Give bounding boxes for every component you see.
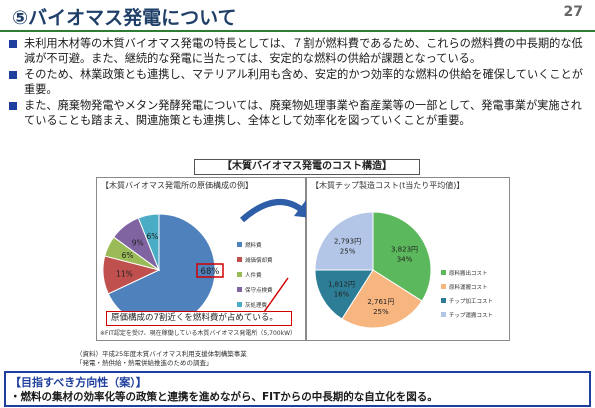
bullet-square-icon [9, 40, 17, 48]
pie-left-title: 【木質バイオマス発電所の原価構成の例】 [101, 181, 253, 190]
pie-slice [137, 213, 160, 271]
pie-slice [314, 211, 374, 271]
pie-left-chart: 68% 燃料費 11% 減価償却費 6% 人件費 9% 保守点検費 6% 灰処理費 [102, 213, 273, 327]
slice-label: 9% [132, 239, 144, 248]
legend-swatch [441, 298, 446, 303]
page-title: ⑤バイオマス発電について [12, 7, 237, 29]
pie-slice [314, 269, 374, 320]
slice-label: 11% [116, 269, 133, 278]
plant-note: ※FIT認定を受け、現在稼働している木質バイオマス発電所（5,700kW） [100, 330, 297, 337]
legend-swatch [237, 287, 242, 292]
slice-amount-label: 2,761円 [367, 298, 394, 306]
source-line: （資料）平成25年度木質バイオマス利用支援体制構築事業 [76, 350, 247, 358]
legend-label: 灰処理費 [245, 301, 268, 309]
highlight-box [196, 263, 224, 278]
legend-swatch [441, 284, 446, 289]
legend-swatch [237, 302, 242, 307]
slice-percent-label: 34% [397, 256, 413, 264]
bullet-text: 未利用木材等の木質バイオマス発電の特長としては、７割が燃料費であるため、これらの… [24, 37, 583, 65]
source-citation: （資料）平成25年度木質バイオマス利用支援体制構築事業 「発電・熱供給・熱電併給… [76, 350, 247, 368]
callout-connector [263, 277, 289, 313]
legend-swatch [237, 257, 242, 262]
chip-cost-panel: 【木質チップ製造コスト(t当たり平均値)】 3,823円 34% 原料搬出コスト 2,… [306, 177, 510, 341]
bullet-item: また、廃棄物発電やメタン発酵発電については、廃棄物処理事業や畜産業等の一部として… [8, 99, 586, 128]
chart-section-title: 【木質バイオマス発電のコスト構造】 [194, 159, 420, 175]
bullet-text: また、廃棄物発電やメタン発酵発電については、廃棄物処理事業や畜産業等の一部として… [24, 99, 582, 127]
slice-amount-label: 3,823円 [391, 246, 418, 254]
bullet-item: そのため、林業政策とも連携し、マテリアル利用も含め、安定的かつ効率的な燃料の供給… [8, 68, 586, 97]
slice-label: 6% [147, 232, 159, 241]
source-line: 「発電・熱供給・熱電併給推進のための調査」 [76, 359, 213, 367]
legend-swatch [237, 242, 242, 247]
policy-body: ・燃料の集材の効率化等の政策と連携を進めながら、FITからの中長期的な自立化を図… [10, 391, 438, 403]
legend-label: チップ運搬コスト [449, 311, 493, 319]
slice-label: 68% [201, 267, 220, 277]
legend-label: 原料搬出コスト [449, 269, 488, 277]
bullet-text: そのため、林業政策とも連携し、マテリアル利用も含め、安定的かつ効率的な燃料の供給… [24, 68, 583, 96]
slice-amount-label: 1,812円 [328, 280, 355, 288]
legend-label: 原料運搬コスト [449, 283, 488, 291]
arrow-icon [240, 199, 312, 223]
slice-percent-label: 25% [340, 248, 356, 256]
policy-heading: 【目指すべき方向性（案）】 [10, 376, 147, 389]
bullet-square-icon [9, 71, 17, 80]
pie-right-title: 【木質チップ製造コスト(t当たり平均値)】 [311, 181, 465, 190]
slice-percent-label: 25% [373, 308, 389, 316]
bullet-item: 未利用木材等の木質バイオマス発電の特長としては、７割が燃料費であるため、これらの… [8, 37, 586, 66]
bullet-square-icon [9, 102, 17, 111]
legend-swatch [441, 270, 446, 275]
legend-label: 保守点検費 [245, 286, 273, 294]
policy-box: 【目指すべき方向性（案）】 ・燃料の集材の効率化等の政策と連携を進めながら、FI… [4, 371, 591, 407]
bullet-list: 未利用木材等の木質バイオマス発電の特長としては、７割が燃料費であるため、これらの… [8, 37, 586, 131]
page-number: 27 [563, 4, 583, 20]
legend-label: 人件費 [245, 271, 262, 279]
legend-swatch [237, 272, 242, 277]
pie-slice [341, 269, 423, 329]
legend-label: チップ加工コスト [449, 297, 493, 305]
pie-right-chart: 3,823円 34% 原料搬出コスト 2,761円 25% 原料運搬コスト 1,812円 16… [314, 211, 493, 329]
title-bar: ⑤バイオマス発電について 27 [0, 0, 595, 32]
legend-label: 燃料費 [245, 241, 262, 249]
callout-box: 原価構成の7割近くを燃料費が占めている。 [106, 311, 292, 326]
slice-label: 6% [122, 251, 134, 260]
slice-amount-label: 2,793円 [334, 238, 361, 246]
slice-percent-label: 16% [334, 290, 350, 298]
legend-swatch [441, 312, 446, 317]
legend-label: 減価償却費 [245, 256, 273, 264]
